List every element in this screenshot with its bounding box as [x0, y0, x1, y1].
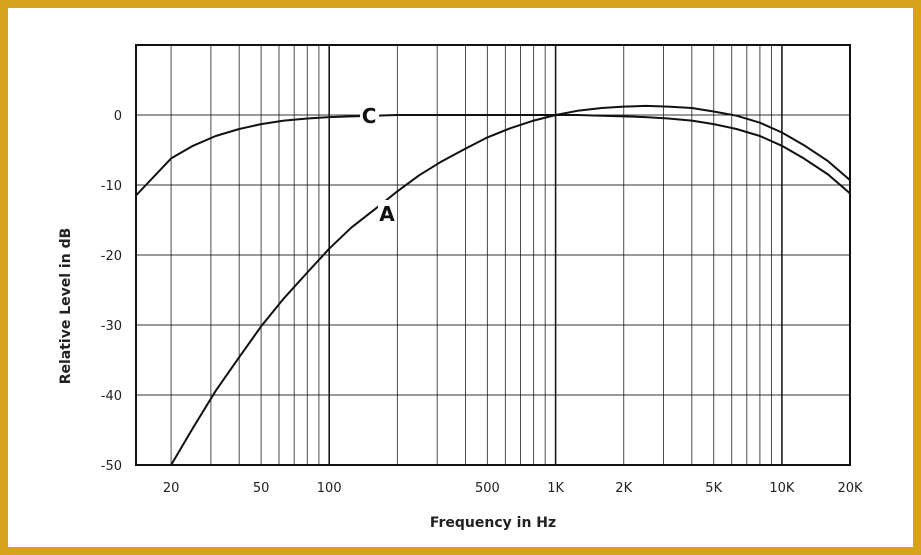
x-tick-label: 100: [317, 481, 342, 496]
y-tick-label: -10: [101, 179, 122, 194]
grid-layer: [136, 45, 851, 466]
annotation-backdrop: [360, 102, 380, 126]
y-tick-label: -40: [101, 389, 122, 404]
series-line-c: [135, 114, 851, 197]
y-tick-label: -30: [101, 319, 122, 334]
y-axis-title: Relative Level in dB: [58, 228, 74, 385]
x-tick-label: 500: [475, 481, 500, 496]
x-axis-title: Frequency in Hz: [430, 515, 556, 531]
x-tick-label: 1K: [547, 481, 564, 496]
label-layer: 20 50 100 500 1K 2K 5K 10K 20K 0 -10 -20 -30 -40 -50 C A: [101, 102, 863, 496]
plot-frame-layer: [135, 44, 851, 466]
y-tick-label: 0: [114, 109, 122, 124]
curve-label-c: C: [362, 104, 377, 128]
x-tick-label: 2K: [615, 481, 632, 496]
plot-border: [135, 44, 851, 466]
y-tick-label: -20: [101, 249, 122, 264]
series-line-a: [170, 104, 851, 466]
y-tick-label: -50: [101, 459, 122, 474]
x-tick-label: 20K: [837, 481, 863, 496]
x-tick-label: 5K: [705, 481, 722, 496]
x-tick-label: 10K: [769, 481, 795, 496]
x-tick-label: 50: [253, 481, 270, 496]
x-tick-label: 20: [163, 481, 180, 496]
curve-label-a: A: [379, 202, 395, 226]
annotation-backdrop: [378, 200, 397, 224]
series-layer: [135, 104, 851, 466]
